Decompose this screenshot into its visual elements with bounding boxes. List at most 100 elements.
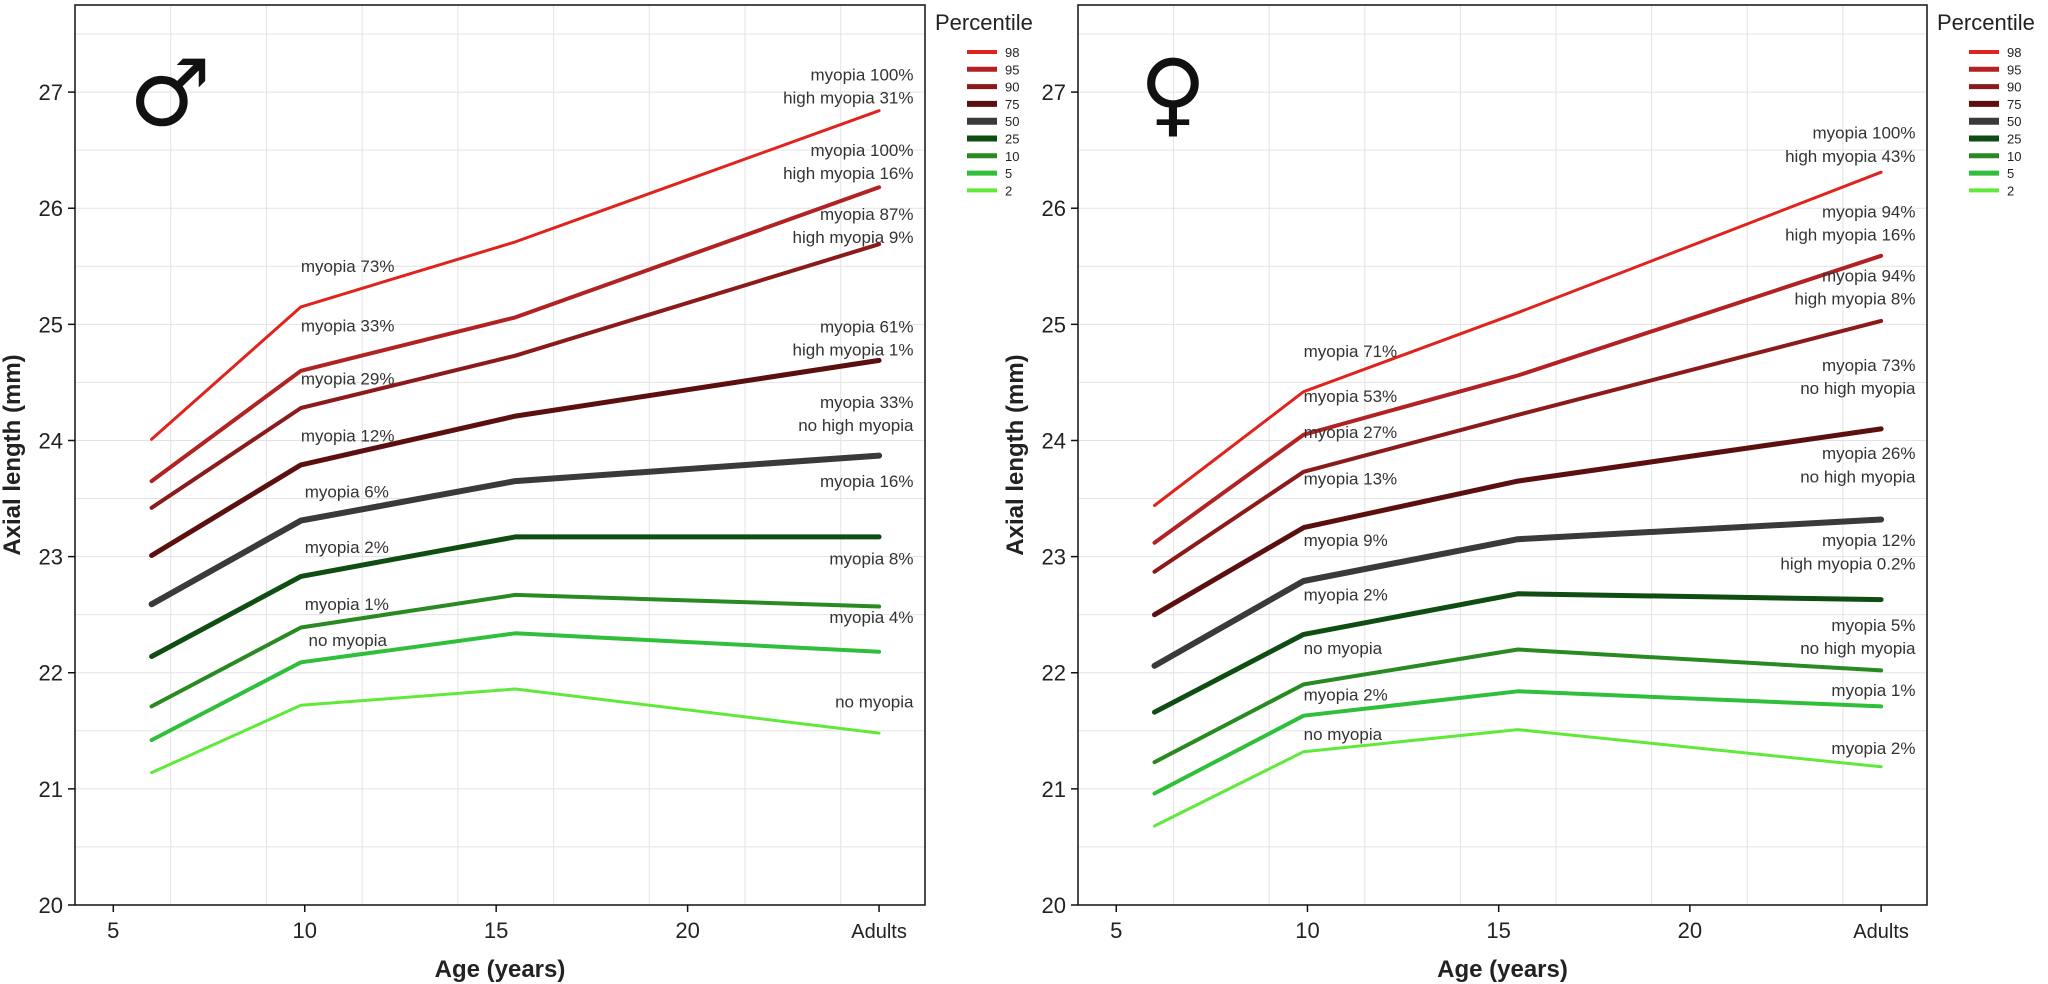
y-tick-label: 27 [1042,80,1066,105]
annotation-label: high myopia 16% [1785,226,1915,245]
annotation-label: high myopia 1% [793,341,914,360]
legend-label: 98 [2007,45,2021,60]
series-line-p95 [1152,253,1884,545]
y-tick-label: 21 [1042,777,1066,802]
x-tick-label: Adults [1853,921,1909,943]
y-tick-label: 21 [39,777,63,802]
legend-title: Percentile [1937,10,2035,35]
annotation-label: myopia 100% [810,65,913,84]
annotation-label: high myopia 8% [1795,290,1916,309]
y-axis-title: Axial length (mm) [0,354,26,555]
y-tick-label: 24 [1042,428,1066,453]
series-line-p95 [149,185,882,484]
annotation-label: high myopia 9% [793,228,914,247]
x-tick-label: 5 [107,918,119,943]
legend-label: 95 [1005,62,1019,77]
series-line-p75 [149,357,882,558]
annotation-label: myopia 100% [1813,124,1916,143]
annotation-label: myopia 4% [829,608,913,627]
plot-frame [74,4,926,906]
series-line-p2 [1153,728,1883,828]
series-line-p10 [149,592,882,709]
y-tick-label: 25 [39,312,63,337]
legend-label: 2 [2007,183,2014,198]
series-line-p50 [1151,516,1885,669]
y-tick-label: 20 [1042,893,1066,918]
male-symbol-icon: ♂ [129,40,211,147]
legend-label: 50 [1005,114,1019,129]
y-tick-label: 20 [39,893,63,918]
legend-label: 98 [1005,45,1019,60]
x-axis-title: Age (years) [1437,956,1568,983]
legend-label: 10 [1005,149,1019,164]
y-tick-label: 26 [1042,196,1066,221]
x-tick-label: Adults [851,921,907,943]
series-line-p10 [1152,647,1884,765]
series-line-p5 [149,631,882,743]
legend: Percentile 98 95 90 75 50 25 10 5 2 [935,10,1033,198]
legend-label: 25 [2007,132,2021,147]
y-tick-label: 25 [1042,312,1066,337]
annotation-label: myopia 1% [1831,681,1915,700]
legend-label: 75 [2007,97,2021,112]
legend-label: 50 [2007,114,2021,129]
annotation-label: myopia 1% [305,595,389,614]
annotation-label: myopia 94% [1822,203,1916,222]
annotation-label: no myopia [309,631,388,650]
annotation-label: high myopia 0.2% [1780,554,1915,573]
annotation-label: myopia 61% [820,317,914,336]
legend-label: 5 [2007,166,2014,181]
annotation-label: myopia 16% [820,472,914,491]
annotation-label: myopia 87% [820,205,914,224]
legend-label: 5 [1005,166,1012,181]
y-axis-title: Axial length (mm) [1002,354,1029,555]
annotation-label: high myopia 43% [1785,147,1915,166]
annotation-label: myopia 73% [301,257,395,276]
x-tick-label: 20 [675,918,699,943]
series-line-p5 [1152,689,1884,796]
x-tick-label: 20 [1678,918,1702,943]
y-tick-label: 24 [39,428,63,453]
legend-label: 90 [1005,80,1019,95]
annotation-label: high myopia 31% [783,89,913,108]
legend-label: 75 [1005,97,1019,112]
annotation-label: myopia 2% [1304,586,1388,605]
series-line-p75 [1152,426,1884,618]
grid-lines [74,5,925,906]
series-line-p98 [1153,170,1883,507]
annotation-label: myopia 2% [305,538,389,557]
y-tick-label: 23 [39,545,63,570]
series-line-p25 [1152,591,1884,715]
annotation-label: myopia 100% [810,141,913,160]
annotation-label: no high myopia [798,416,914,435]
annotation-label: myopia 27% [1304,423,1398,442]
annotation-label: myopia 8% [829,550,913,569]
x-tick-label: 10 [292,918,316,943]
annotation-label: myopia 2% [1831,739,1915,758]
legend: Percentile 98 95 90 75 50 25 10 5 2 [1937,10,2035,198]
legend-label: 10 [2007,149,2021,164]
legend-label: 2 [1005,183,1012,198]
annotation-label: myopia 9% [1304,531,1388,550]
female-symbol-icon: ♀ [1139,40,1206,147]
y-tick-label: 22 [39,661,63,686]
x-tick-label: 15 [484,918,508,943]
annotation-label: myopia 94% [1822,266,1916,285]
x-tick-label: 5 [1110,918,1122,943]
plot-frame [1077,4,1928,906]
x-axis-title: Age (years) [435,956,566,983]
annotation-label: myopia 13% [1304,470,1398,489]
y-tick-label: 23 [1042,545,1066,570]
annotation-label: myopia 26% [1822,444,1916,463]
annotation-label: no myopia [1304,639,1383,658]
annotation-label: myopia 73% [1822,356,1916,375]
annotation-label: myopia 6% [305,482,389,501]
series-line-p2 [150,687,881,775]
y-tick-label: 22 [1042,661,1066,686]
annotation-label: myopia 29% [301,370,395,389]
legend-label: 95 [2007,62,2021,77]
x-tick-label: 15 [1486,918,1510,943]
annotation-label: myopia 5% [1831,616,1915,635]
legend-title: Percentile [935,10,1033,35]
